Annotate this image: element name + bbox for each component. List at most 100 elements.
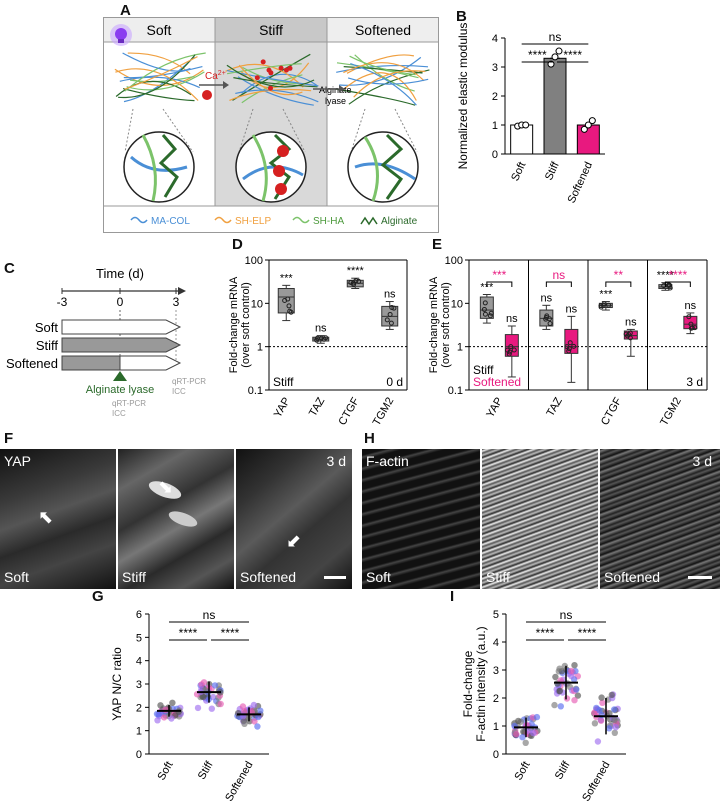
panel-letter-i: I <box>450 588 455 605</box>
timeline-stiff <box>61 337 182 353</box>
y-tick-label: 4 <box>492 33 498 45</box>
x-tick-label: YAP <box>272 396 293 420</box>
data-point <box>282 297 288 303</box>
data-point <box>211 682 219 689</box>
yap-soft-label: Soft <box>4 569 29 585</box>
data-point <box>286 303 292 309</box>
data-point <box>384 317 390 323</box>
hydrogel-networks <box>114 52 430 106</box>
data-point <box>611 706 618 713</box>
significance-label: *** <box>492 268 506 282</box>
x-tick-label: Stiff <box>553 759 573 782</box>
y-tick-label: 2 <box>493 693 499 705</box>
significance-label: ns <box>203 608 216 622</box>
data-point <box>155 711 162 718</box>
data-point <box>488 310 494 316</box>
data-point <box>391 305 397 311</box>
y-tick-label: 1 <box>136 726 142 738</box>
data-point <box>606 710 613 717</box>
data-point <box>667 282 673 288</box>
data-point <box>351 281 357 287</box>
x-tick-label: Soft <box>155 760 175 783</box>
data-point <box>208 705 215 712</box>
time-label: Time (d) <box>96 266 144 281</box>
data-point <box>160 714 168 721</box>
x-tick-label: CTGF <box>336 395 362 425</box>
yap-softened-label: Softened <box>240 569 297 585</box>
fiber <box>115 68 199 101</box>
y-tick-label: 2 <box>136 702 142 714</box>
yap-soft-image: YAP Soft ⬉ <box>0 449 116 589</box>
fiber <box>122 88 195 102</box>
calcium-ion-icon <box>202 90 212 100</box>
panel-d-chart: 0.1 1 10 100 Fold-change mRNA(over soft cont… <box>228 255 408 426</box>
assay1-line2: ICC <box>112 409 126 418</box>
significance-label: *** <box>480 281 494 293</box>
y-axis-label: Fold-changeF-actin intensity (a.u.) <box>461 626 488 741</box>
x-tick-label: TAZ <box>307 395 328 419</box>
data-point <box>601 301 607 307</box>
yap-softened-image: 3 d ⬋ Softened <box>236 449 352 589</box>
data-point <box>571 697 578 704</box>
legend-alginate: Alginate <box>381 216 418 227</box>
data-point <box>594 738 602 745</box>
data-point <box>314 335 320 341</box>
significance-label: *** <box>280 272 294 284</box>
data-point <box>543 316 549 322</box>
lyase-label: Alginate lyase <box>86 384 155 396</box>
data-point <box>154 717 161 724</box>
significance-label: ** <box>614 268 624 282</box>
tick-0: 0 <box>117 295 124 309</box>
y-axis-label: Normalized elastic modulus <box>456 23 470 170</box>
significance-label: ns <box>384 289 396 301</box>
significance-label: ns <box>549 30 562 44</box>
factin-softened-label: Softened <box>604 569 661 585</box>
tick-3: 3 <box>173 295 180 309</box>
y-axis-label: YAP N/C ratio <box>110 647 124 721</box>
x-tick-label: CTGF <box>599 395 625 425</box>
panel-g-chart: 0 1 2 3 4 5 6 YAP N/C ratio Soft Stiff Softened ns *… <box>110 608 269 804</box>
y-tick-label: 3 <box>136 679 142 691</box>
x-tick-label: Stiff <box>543 159 562 182</box>
y-tick-label: 0 <box>136 749 142 761</box>
panel-letter-a: A <box>120 2 131 19</box>
factin-channel-label: F-actin <box>366 453 409 469</box>
row-soft: Soft <box>35 320 59 335</box>
data-point <box>175 708 182 716</box>
data-point <box>564 344 570 350</box>
data-point <box>520 728 527 735</box>
data-point <box>506 351 512 357</box>
fiber <box>118 54 196 99</box>
yap-time-label: 3 d <box>326 453 346 469</box>
data-point <box>598 711 605 719</box>
fiber <box>126 71 205 91</box>
data-point <box>547 60 555 68</box>
x-tick-label: TGM2 <box>371 396 397 426</box>
zoom-circle-softened <box>347 108 419 203</box>
significance-bracket <box>545 281 572 287</box>
yap-stiff-label: Stiff <box>122 569 146 585</box>
data-point <box>157 702 164 709</box>
panel-letter-h: H <box>364 430 375 447</box>
data-point <box>599 699 606 706</box>
data-point <box>387 311 393 317</box>
significance-label: **** <box>221 626 240 640</box>
x-tick-label: Soft <box>512 760 532 783</box>
fiber <box>232 53 311 101</box>
significance-label: **** <box>669 268 688 282</box>
y-tick-label: 0 <box>492 149 498 161</box>
data-point <box>557 703 564 710</box>
data-point <box>504 347 510 353</box>
ca-label: Ca2+ <box>205 70 226 82</box>
row-softened: Softened <box>6 356 58 371</box>
y-tick-label: 0.1 <box>448 385 463 397</box>
data-point <box>241 708 248 715</box>
data-point <box>239 703 247 710</box>
fiber <box>349 55 416 76</box>
data-point <box>571 343 577 349</box>
panel-letter-g: G <box>92 588 104 605</box>
data-point <box>688 325 694 331</box>
data-point <box>254 723 261 730</box>
data-point <box>241 720 248 727</box>
y-tick-label: 1 <box>493 721 499 733</box>
